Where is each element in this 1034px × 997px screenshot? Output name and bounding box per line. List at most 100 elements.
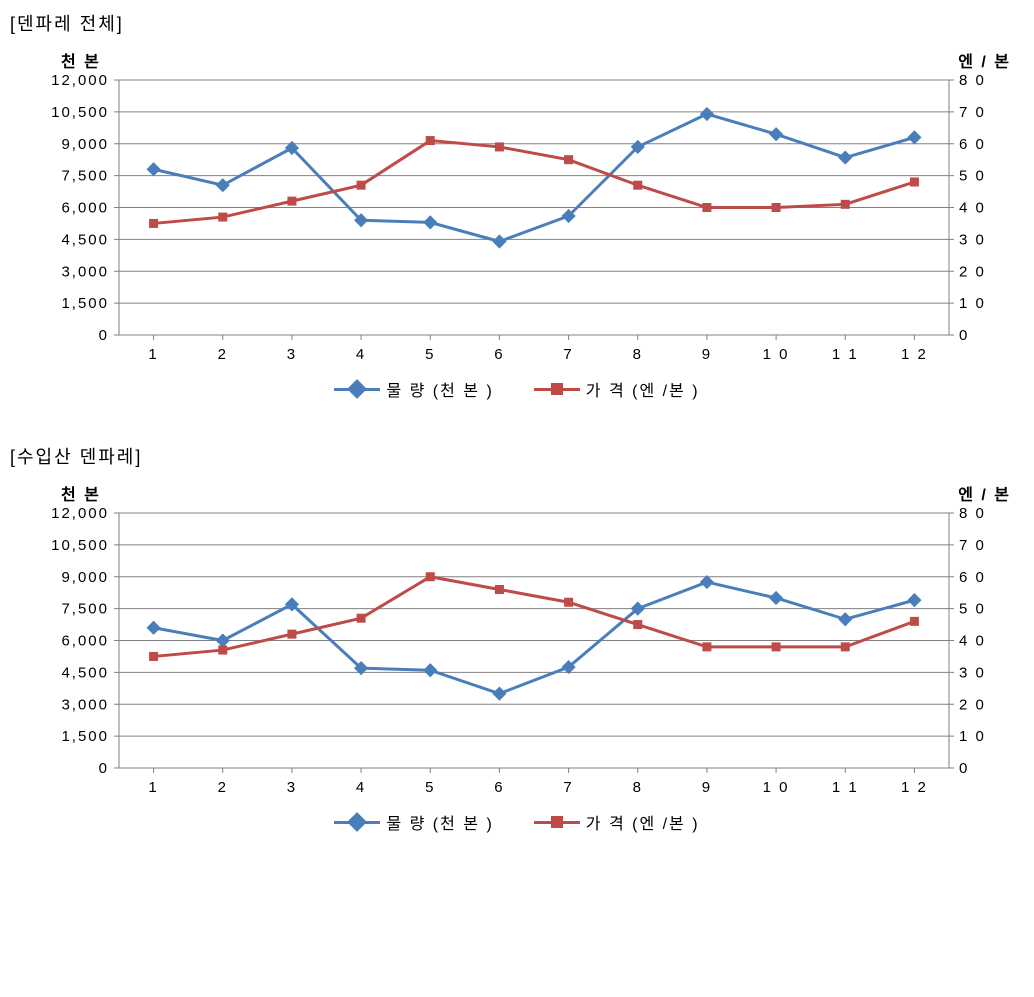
- right-axis-title: 엔 / 본: [958, 48, 1011, 72]
- x-tick-label: 7: [563, 779, 573, 796]
- chart-block-0: [덴파레 전체] 천 본 엔 / 본 0 1,500 3,000 4,500 6,000 7,5…: [10, 10, 1024, 403]
- square-marker-icon: [910, 617, 919, 626]
- x-tick-label: 5: [425, 779, 435, 796]
- y-right-tick-label: 1 0: [959, 295, 986, 312]
- y-right-tick-label: 2 0: [959, 263, 986, 280]
- square-marker-icon: [551, 383, 563, 395]
- y-right-tick-label: 8 0: [959, 505, 986, 522]
- square-marker-icon: [702, 203, 711, 212]
- square-marker-icon: [564, 155, 573, 164]
- square-marker-icon: [357, 181, 366, 190]
- square-marker-icon: [841, 200, 850, 209]
- y-left-tick-label: 9,000: [61, 569, 109, 586]
- x-tick-label: 6: [494, 346, 504, 363]
- y-left-tick-label: 0: [99, 327, 109, 344]
- y-left-tick-label: 10,500: [51, 537, 109, 554]
- chart-plot: 천 본 엔 / 본 0 1,500 3,000 4,500 6,000 7,500 9,000 1…: [15, 46, 1019, 371]
- x-tick-label: 9: [702, 346, 712, 363]
- square-marker-icon: [633, 181, 642, 190]
- x-tick-label: 1: [148, 779, 158, 796]
- y-right-tick-label: 0: [959, 327, 969, 344]
- legend-item: 물 량 (천 본 ): [334, 810, 493, 834]
- diamond-marker-icon: [348, 379, 368, 399]
- chart-legend: 물 량 (천 본 ) 가 격 (엔 /본 ): [10, 810, 1024, 836]
- square-marker-icon: [564, 598, 573, 607]
- square-marker-icon: [287, 630, 296, 639]
- x-tick-label: 7: [563, 346, 573, 363]
- x-tick-label: 4: [356, 779, 366, 796]
- y-left-tick-label: 7,500: [61, 168, 109, 185]
- y-right-tick-label: 7 0: [959, 537, 986, 554]
- y-right-tick-label: 6 0: [959, 136, 986, 153]
- square-marker-icon: [551, 816, 563, 828]
- legend-label: 가 격 (엔 /본 ): [586, 377, 700, 401]
- y-left-tick-label: 10,500: [51, 104, 109, 121]
- square-marker-icon: [702, 642, 711, 651]
- x-tick-label: 8: [633, 779, 643, 796]
- y-left-tick-label: 6,000: [61, 633, 109, 650]
- x-tick-label: 1 1: [832, 346, 859, 363]
- y-right-tick-label: 8 0: [959, 72, 986, 89]
- y-right-tick-label: 3 0: [959, 664, 986, 681]
- x-tick-label: 1 2: [901, 346, 928, 363]
- y-right-tick-label: 5 0: [959, 168, 986, 185]
- square-marker-icon: [287, 197, 296, 206]
- square-marker-icon: [772, 642, 781, 651]
- y-right-tick-label: 0: [959, 760, 969, 777]
- x-tick-label: 1 1: [832, 779, 859, 796]
- y-right-tick-label: 4 0: [959, 200, 986, 217]
- chart-plot: 천 본 엔 / 본01,5003,0004,5006,0007,5009,0001…: [15, 479, 1019, 804]
- y-left-tick-label: 3,000: [61, 696, 109, 713]
- x-tick-label: 1 2: [901, 779, 928, 796]
- y-left-tick-label: 4,500: [61, 231, 109, 248]
- square-marker-icon: [149, 219, 158, 228]
- chart-title: [덴파레 전체]: [10, 10, 1024, 36]
- square-marker-icon: [426, 136, 435, 145]
- x-tick-label: 2: [218, 346, 228, 363]
- square-marker-icon: [633, 620, 642, 629]
- chart-block-1: [수입산 덴파레] 천 본 엔 / 본01,5003,0004,5006,0007,…: [10, 443, 1024, 836]
- square-marker-icon: [495, 142, 504, 151]
- y-left-tick-label: 12,000: [51, 505, 109, 522]
- y-left-tick-label: 1,500: [61, 295, 109, 312]
- legend-label: 가 격 (엔 /본 ): [586, 810, 700, 834]
- x-tick-label: 4: [356, 346, 366, 363]
- x-tick-label: 3: [287, 346, 297, 363]
- x-tick-label: 3: [287, 779, 297, 796]
- y-right-tick-label: 7 0: [959, 104, 986, 121]
- y-left-tick-label: 1,500: [61, 728, 109, 745]
- y-left-tick-label: 3,000: [61, 263, 109, 280]
- square-marker-icon: [426, 572, 435, 581]
- left-axis-title: 천 본: [61, 481, 101, 505]
- left-axis-title: 천 본: [61, 48, 101, 72]
- x-tick-label: 9: [702, 779, 712, 796]
- legend-item: 가 격 (엔 /본 ): [534, 377, 700, 401]
- legend-item: 가 격 (엔 /본 ): [534, 810, 700, 834]
- y-right-tick-label: 1 0: [959, 728, 986, 745]
- chart-title: [수입산 덴파레]: [10, 443, 1024, 469]
- square-marker-icon: [149, 652, 158, 661]
- y-right-tick-label: 5 0: [959, 601, 986, 618]
- square-marker-icon: [218, 646, 227, 655]
- y-left-tick-label: 6,000: [61, 200, 109, 217]
- legend-label: 물 량 (천 본 ): [386, 377, 493, 401]
- y-left-tick-label: 9,000: [61, 136, 109, 153]
- x-tick-label: 6: [494, 779, 504, 796]
- chart-svg: 01,5003,0004,5006,0007,5009,00010,50012,…: [15, 479, 1019, 804]
- x-tick-label: 1 0: [763, 779, 790, 796]
- x-tick-label: 2: [218, 779, 228, 796]
- y-left-tick-label: 0: [99, 760, 109, 777]
- square-marker-icon: [357, 614, 366, 623]
- y-left-tick-label: 12,000: [51, 72, 109, 89]
- legend-label: 물 량 (천 본 ): [386, 810, 493, 834]
- x-tick-label: 1 0: [763, 346, 790, 363]
- x-tick-label: 8: [633, 346, 643, 363]
- chart-svg: 0 1,500 3,000 4,500 6,000 7,500 9,000 10,500 12,…: [15, 46, 1019, 371]
- square-marker-icon: [772, 203, 781, 212]
- chart-legend: 물 량 (천 본 ) 가 격 (엔 /본 ): [10, 377, 1024, 403]
- y-right-tick-label: 3 0: [959, 231, 986, 248]
- right-axis-title: 엔 / 본: [958, 481, 1011, 505]
- square-marker-icon: [218, 213, 227, 222]
- x-tick-label: 5: [425, 346, 435, 363]
- y-right-tick-label: 4 0: [959, 633, 986, 650]
